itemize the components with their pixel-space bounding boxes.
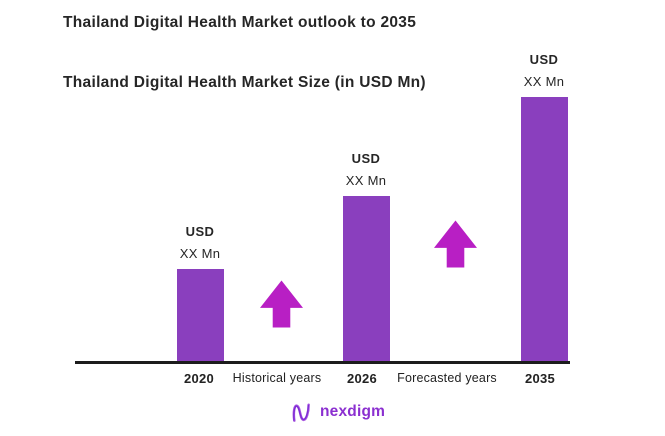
- bar-currency-2020: USD: [185, 224, 215, 239]
- nexdigm-logo-text: nexdigm: [320, 403, 386, 420]
- nexdigm-logo-icon: [290, 399, 315, 425]
- bar-2026: [343, 196, 390, 361]
- axis-annotation-historical: Historical years: [232, 371, 322, 385]
- bar-currency-2026: USD: [351, 151, 381, 166]
- chart-subtitle: Thailand Digital Health Market Size (in …: [63, 74, 426, 91]
- x-axis-line: [75, 361, 570, 364]
- chart-title: Thailand Digital Health Market outlook t…: [63, 14, 417, 31]
- bar-value-label-2035: USD XX Mn: [524, 49, 565, 93]
- bar-value-2020: XX Mn: [179, 246, 221, 261]
- bar-value-label-2020: USD XX Mn: [180, 221, 221, 265]
- bar-currency-2035: USD: [529, 52, 559, 67]
- axis-annotation-forecast: Forecasted years: [397, 371, 497, 385]
- bar-2035: [521, 97, 568, 361]
- bar-value-2035: XX Mn: [523, 74, 565, 89]
- x-axis-label-2026: 2026: [346, 371, 378, 386]
- bar-2020: [177, 269, 224, 361]
- bar-value-label-2026: USD XX Mn: [346, 148, 387, 192]
- growth-arrow-icon: [260, 280, 303, 328]
- x-axis-label-2035: 2035: [524, 371, 556, 386]
- nexdigm-logo: nexdigm: [290, 399, 385, 425]
- growth-arrow-icon: [434, 220, 477, 268]
- bar-value-2026: XX Mn: [345, 173, 387, 188]
- x-axis-label-2020: 2020: [183, 371, 215, 386]
